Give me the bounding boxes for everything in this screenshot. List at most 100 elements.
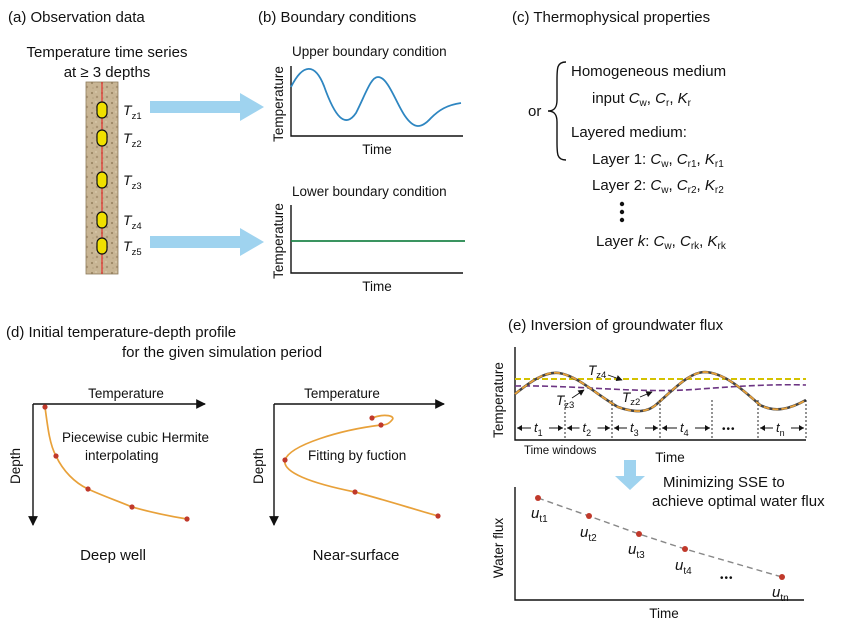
flux-label-3: ut3 [628,541,645,561]
window-arrow-right-1 [558,425,563,431]
sensor-1 [96,101,108,119]
temp-ylabel: Temperature [491,362,506,438]
near-surface-note: Fitting by fuction [308,448,406,463]
label-tz2: Tz2 [622,390,640,408]
sensor-5 [96,237,108,255]
layer-k-cr: C [680,233,691,250]
panel-e: (e) Inversion of groundwater flux Temper… [491,317,825,621]
curly-brace [547,61,567,161]
window-arrow-left-5 [760,425,765,431]
homogeneous-inputs: input Cw, Cr, Kr [592,90,692,109]
flux-point-2 [586,513,592,519]
deep-well-xlabel: Temperature [88,386,164,401]
deep-well-ylabel: Depth [8,448,23,484]
upper-bc-xlabel: Time [362,142,392,157]
layer-k-suffix: : [645,233,649,250]
window-label-2: t2 [583,420,592,438]
window-label-1: t1 [534,420,543,438]
arrow-down [615,460,645,490]
layer-1-name: Layer 1: [592,151,646,168]
layer-1-cw: C [650,151,661,168]
panel-c: (c) Thermophysical properties or Homogen… [512,9,727,252]
upper-bc-curve [290,68,462,127]
panel-a-line1: Temperature time series [27,44,188,61]
near-surface-point-4 [352,489,358,495]
window-label-bg-5 [773,418,791,436]
window-arrow-right-2 [605,425,610,431]
lower-bc-axes [290,205,463,274]
minimize-line-1: Minimizing SSE to [663,474,785,491]
layer-k-kr: K [708,233,719,250]
flux-label-1: ut1 [531,505,548,525]
deep-well-point-4 [129,504,135,510]
sensor-label-2: Tz2 [123,130,142,150]
sensor-2 [96,129,108,147]
window-ellipsis: ••• [722,424,736,435]
window-label-bg-4 [677,418,695,436]
near-surface-caption: Near-surface [313,547,400,564]
upper-bc-ylabel: Temperature [271,66,286,142]
layer-1-kr: K [705,151,716,168]
input-prefix: input [592,90,625,107]
panel-a: (a) Observation data Temperature time se… [8,9,264,275]
upper-bc-axes [290,66,463,137]
layer-2-name: Layer 2: [592,177,646,194]
flux-label-2: ut2 [580,524,597,544]
pointer-tz2 [639,391,653,398]
window-label-3: t3 [630,420,639,438]
flux-label-4: ut4 [675,557,692,577]
layer-k: Layer k: Cw, Crk, Krk [596,233,727,252]
cw-sub: w [639,98,648,109]
panel-a-line2: at ≥ 3 depths [64,64,151,81]
near-surface-point-1 [369,415,375,421]
cr-sub: r [666,98,670,109]
flux-point-4 [682,546,688,552]
arrow-upper-boundary [150,93,264,121]
time-windows: t1 t2 t3 t4 tn ••• [514,400,807,440]
window-arrow-left-2 [567,425,572,431]
window-arrow-right-4 [705,425,710,431]
kr-symbol: K [678,90,689,107]
panel-d-title-2: for the given simulation period [122,344,322,361]
minimize-line-2: achieve optimal water flux [652,493,825,510]
layer-2-cw: C [650,177,661,194]
sensor-label-3: Tz3 [123,172,142,192]
layer-1-cr: C [677,151,688,168]
pointer-tz4 [607,374,623,382]
cr-symbol: C [655,90,666,107]
layer-2: Layer 2: Cw, Cr2, Kr2 [592,177,724,196]
homogeneous-label: Homogeneous medium [571,63,726,80]
panel-e-title: (e) Inversion of groundwater flux [508,317,724,334]
series-tz2 [514,371,807,412]
deep-well-point-3 [85,486,91,492]
flux-label-5: utn [772,584,789,604]
sensor-label-5: Tz5 [123,238,142,258]
or-label: or [528,103,541,120]
near-surface-ylabel: Depth [251,448,266,484]
layer-1: Layer 1: Cw, Cr1, Kr1 [592,151,724,170]
deep-well-caption: Deep well [80,547,146,564]
flux-axes [514,487,804,601]
deep-well-point-2 [53,453,59,459]
panel-b-title: (b) Boundary conditions [258,9,416,26]
window-arrow-right-5 [799,425,804,431]
window-arrow-left-3 [614,425,619,431]
lower-bc-label: Lower boundary condition [292,184,447,199]
near-surface-point-3 [282,457,288,463]
panel-c-title: (c) Thermophysical properties [512,9,710,26]
lower-bc-ylabel: Temperature [271,203,286,279]
layered-label: Layered medium: [571,124,687,141]
flux-ylabel: Water flux [491,518,506,579]
arrow-lower-boundary [150,228,264,256]
layer-k-cw: C [654,233,665,250]
window-label-bg-2 [579,418,598,436]
sensor-label-4: Tz4 [123,212,142,232]
window-label-bg-3 [627,418,645,436]
deep-well-points [42,404,190,522]
near-surface-xlabel: Temperature [304,386,380,401]
deep-well-note-2: interpolating [85,448,159,463]
panel-d: (d) Initial temperature-depth profile fo… [6,324,445,564]
vertical-ellipsis [619,201,625,223]
window-label-4: t4 [680,420,689,438]
